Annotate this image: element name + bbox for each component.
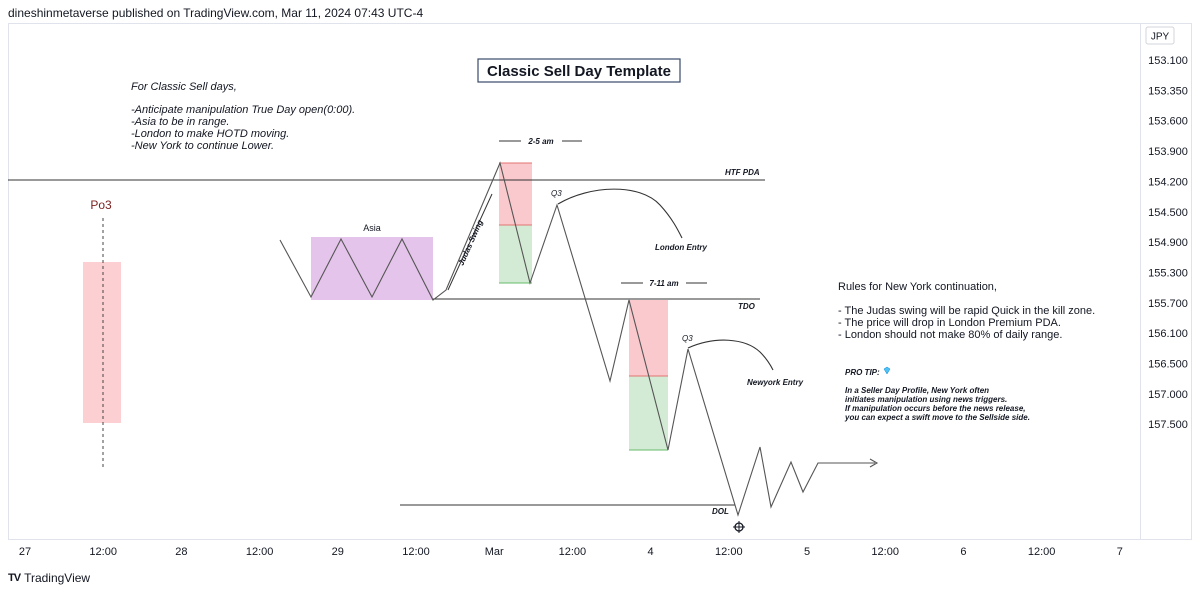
london-premium-box (499, 163, 532, 225)
x-tick-label: 12:00 (402, 546, 430, 558)
y-tick-label: 156.500 (1148, 359, 1188, 371)
pro-tip-line: In a Seller Day Profile, New York often (845, 386, 989, 395)
judas-swing-label: Judas Swing (457, 218, 485, 266)
y-tick-label: 153.350 (1148, 85, 1188, 97)
po3-label: Po3 (90, 198, 112, 212)
y-tick-label: 154.500 (1148, 207, 1188, 219)
y-tick-label: 156.100 (1148, 328, 1188, 340)
london-q3-label: Q3 (551, 189, 562, 198)
x-tick-label: 12:00 (89, 546, 117, 558)
y-tick-label: 157.000 (1148, 389, 1188, 401)
x-tick-label: 7 (1117, 546, 1123, 558)
final-arrow-head (869, 458, 879, 468)
ny-rules-line: - The Judas swing will be rapid Quick in… (838, 305, 1095, 317)
newyork-q3-label: Q3 (682, 334, 693, 343)
chart-title: Classic Sell Day Template (487, 63, 671, 80)
asia-label: Asia (363, 223, 381, 233)
x-tick-label: 29 (332, 546, 344, 558)
currency-badge-box[interactable] (1145, 26, 1175, 45)
ny-rules-line: - The price will drop in London Premium … (838, 317, 1061, 329)
x-tick-label: 12:00 (871, 546, 899, 558)
title-box (477, 58, 681, 83)
sell-days-notes: -Anticipate manipulation True Day open(0… (131, 104, 355, 152)
sell-days-line: -New York to continue Lower. (131, 140, 274, 152)
y-tick-label: 154.200 (1148, 176, 1188, 188)
y-tick-label: 157.500 (1148, 419, 1188, 431)
x-tick-label: Mar (485, 546, 504, 558)
y-tick-label: 155.700 (1148, 298, 1188, 310)
diamond-icon (883, 366, 891, 375)
london-entry-label: London Entry (655, 243, 708, 252)
y-tick-label: 153.100 (1148, 55, 1188, 67)
crosshair-icon[interactable] (733, 521, 745, 533)
sell-days-line: -Asia to be in range. (131, 116, 229, 128)
ny-rules-title: Rules for New York continuation, (838, 281, 997, 293)
plot-frame (8, 23, 1192, 540)
x-tick-label: 4 (648, 546, 654, 558)
pro-tip-line: you can expect a swift move to the Sells… (844, 413, 1030, 422)
newyork-entry-label: Newyork Entry (747, 378, 804, 387)
dol-label: DOL (712, 507, 729, 516)
time2-label: 7-11 am (649, 279, 678, 288)
y-tick-label: 153.900 (1148, 146, 1188, 158)
x-tick-label: 27 (19, 546, 31, 558)
pro-tip-line: initiates manipulation using news trigge… (845, 395, 1007, 404)
london-discount-box (499, 225, 532, 283)
ny-premium-box (629, 300, 668, 376)
y-tick-label: 154.900 (1148, 237, 1188, 249)
london-q3-arc (557, 188, 683, 239)
newyork-q3-arc (687, 339, 774, 371)
x-tick-label: 6 (960, 546, 966, 558)
x-tick-label: 12:00 (559, 546, 587, 558)
sell-days-line: -Anticipate manipulation True Day open(0… (131, 104, 355, 116)
pro-tip-line: If manipulation occurs before the news r… (845, 404, 1026, 413)
published-header: dineshinmetaverse published on TradingVi… (8, 6, 424, 20)
x-tick-label: 12:00 (246, 546, 274, 558)
footer: TV TradingView (8, 571, 90, 585)
sell-days-line: -London to make HOTD moving. (131, 128, 289, 140)
footer-brand: TradingView (24, 571, 91, 585)
y-tick-label: 155.300 (1148, 268, 1188, 280)
y-axis[interactable]: 153.100 153.350 153.600 153.900 154.200 154.5… (1148, 55, 1188, 431)
po3-box (83, 262, 121, 423)
pro-tip-notes: In a Seller Day Profile, New York ofteni… (844, 386, 1030, 422)
x-axis[interactable]: 27 12:00 28 12:00 29 12:00 Mar 12:00 4 12:00 5 12:0… (19, 546, 1123, 558)
x-tick-label: 5 (804, 546, 810, 558)
x-tick-label: 12:00 (1028, 546, 1056, 558)
ny-rules-notes: - The Judas swing will be rapid Quick in… (838, 305, 1095, 341)
judas-swing-line (447, 193, 493, 291)
tradingview-logo-icon[interactable]: TV (8, 572, 21, 584)
time1-label: 2-5 am (527, 137, 553, 146)
htf-pda-label: HTF PDA (725, 168, 760, 177)
asia-box (311, 237, 433, 300)
currency-badge: JPY (1151, 32, 1170, 43)
tdo-label: TDO (738, 302, 756, 311)
x-tick-label: 28 (175, 546, 187, 558)
x-tick-label: 12:00 (715, 546, 743, 558)
sell-days-title: For Classic Sell days, (131, 81, 237, 93)
ny-rules-line: - London should not make 80% of daily ra… (838, 329, 1062, 341)
price-path (279, 161, 875, 517)
ny-discount-box (629, 376, 668, 450)
pro-tip-title: PRO TIP: (845, 368, 880, 377)
y-tick-label: 153.600 (1148, 116, 1188, 128)
